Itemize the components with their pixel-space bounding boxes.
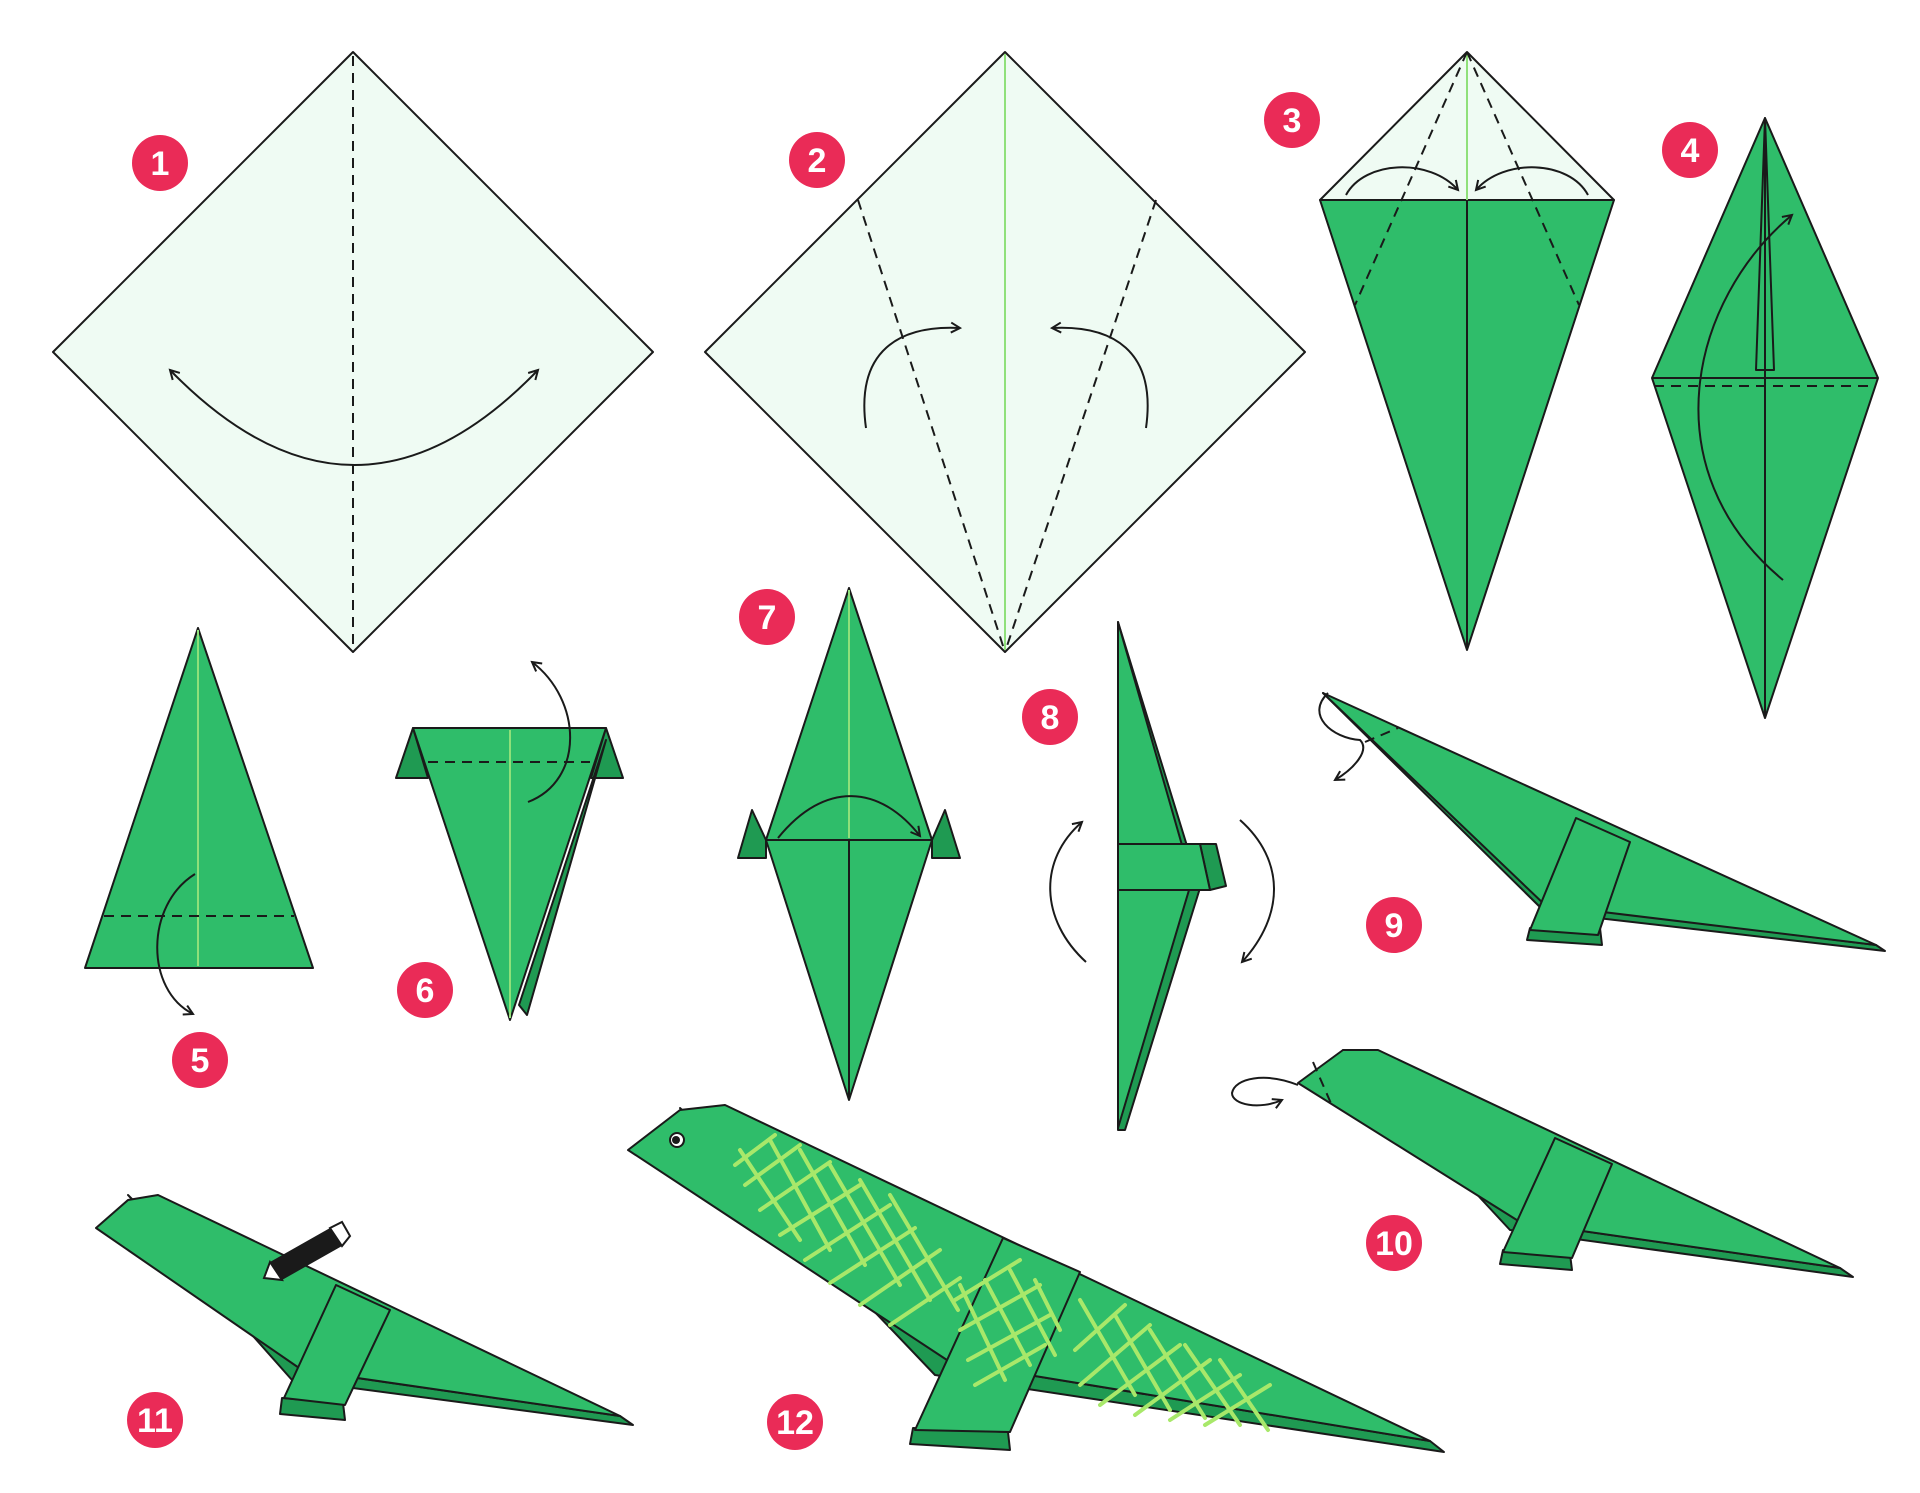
step-7-diagram bbox=[737, 587, 961, 1101]
step-number: 8 bbox=[1041, 699, 1060, 737]
neck-fold-line bbox=[1364, 727, 1399, 743]
step-badge-2: 2 bbox=[789, 132, 845, 188]
reverse-fold-arrow bbox=[1230, 1076, 1299, 1105]
step-badge-8: 8 bbox=[1022, 689, 1078, 745]
badge-circle bbox=[1022, 689, 1078, 745]
back-layer bbox=[518, 739, 607, 1016]
badge-circle bbox=[767, 1394, 823, 1450]
step-badge-4: 4 bbox=[1662, 122, 1718, 178]
badge-circle bbox=[1662, 122, 1718, 178]
fold-down-arrow bbox=[156, 873, 196, 1014]
pencil-icon bbox=[262, 1220, 352, 1282]
step-5-diagram bbox=[84, 627, 314, 1014]
right-rotate-arrow bbox=[1239, 819, 1275, 962]
badge-circle bbox=[789, 132, 845, 188]
right-fold-arrow bbox=[1476, 166, 1589, 196]
pupil bbox=[672, 1136, 680, 1144]
step-badge-3: 3 bbox=[1264, 92, 1320, 148]
step-2-diagram bbox=[704, 51, 1306, 653]
left-fold-arrow bbox=[863, 328, 960, 429]
head-fold-line bbox=[1312, 1061, 1334, 1109]
fold-in-half-arrow bbox=[777, 795, 920, 839]
step-number: 5 bbox=[191, 1042, 210, 1080]
step-11-diagram bbox=[95, 1194, 634, 1426]
badge-circle bbox=[1366, 1215, 1422, 1271]
step-number: 2 bbox=[808, 142, 827, 180]
step-number: 12 bbox=[776, 1404, 814, 1442]
left-rotate-arrow bbox=[1049, 822, 1087, 963]
step-number: 9 bbox=[1385, 907, 1404, 945]
badge-circle bbox=[397, 962, 453, 1018]
left-fold-line bbox=[857, 199, 1006, 653]
badge-circle bbox=[132, 135, 188, 191]
badge-circle bbox=[739, 589, 795, 645]
reverse-fold-arrow bbox=[1318, 692, 1365, 780]
step-10-diagram bbox=[1230, 1049, 1854, 1278]
right-side-flap bbox=[931, 809, 961, 859]
step-number: 7 bbox=[758, 599, 777, 637]
step-badge-12: 12 bbox=[767, 1394, 823, 1450]
badge-circle bbox=[1366, 897, 1422, 953]
band bbox=[1502, 1137, 1613, 1259]
step-8-diagram bbox=[1049, 621, 1275, 1131]
step-number: 10 bbox=[1375, 1225, 1413, 1263]
step-12-diagram bbox=[627, 1104, 1445, 1453]
step-badge-9: 9 bbox=[1366, 897, 1422, 953]
body bbox=[1322, 692, 1877, 946]
scale-pattern bbox=[733, 1133, 1272, 1432]
left-fold-arrow bbox=[1345, 166, 1458, 196]
step-badge-1: 1 bbox=[132, 135, 188, 191]
band bbox=[283, 1284, 391, 1406]
step-badge-6: 6 bbox=[397, 962, 453, 1018]
fold-unfold-arrow bbox=[170, 370, 538, 466]
step-badge-7: 7 bbox=[739, 589, 795, 645]
badge-circle bbox=[172, 1032, 228, 1088]
badge-circle bbox=[127, 1392, 183, 1448]
step-badge-10: 10 bbox=[1366, 1215, 1422, 1271]
step-6-diagram bbox=[395, 662, 624, 1021]
left-fold-line bbox=[1354, 51, 1468, 306]
fold-up-arrow bbox=[1697, 215, 1792, 581]
step-4-diagram bbox=[1651, 117, 1879, 719]
band-front bbox=[1117, 843, 1211, 891]
step-1-diagram bbox=[52, 51, 654, 653]
left-side-flap bbox=[737, 809, 767, 859]
right-fold-line bbox=[1004, 199, 1157, 653]
fold-back-arrow bbox=[527, 662, 571, 803]
band bbox=[1529, 817, 1631, 936]
step-badge-5: 5 bbox=[172, 1032, 228, 1088]
right-fold-line bbox=[1466, 51, 1580, 306]
step-badge-11: 11 bbox=[127, 1392, 183, 1448]
step-3-diagram bbox=[1319, 51, 1615, 651]
step-number: 4 bbox=[1681, 132, 1700, 170]
right-fold-arrow bbox=[1052, 328, 1149, 429]
step-number: 1 bbox=[151, 145, 170, 183]
step-9-diagram bbox=[1318, 692, 1886, 952]
badge-circle bbox=[1264, 92, 1320, 148]
step-number: 11 bbox=[137, 1402, 173, 1440]
step-number: 3 bbox=[1283, 102, 1302, 140]
step-number: 6 bbox=[416, 972, 435, 1010]
